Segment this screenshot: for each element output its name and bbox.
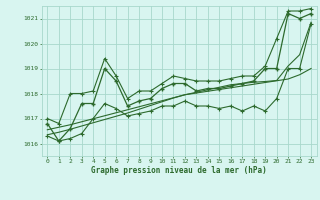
X-axis label: Graphe pression niveau de la mer (hPa): Graphe pression niveau de la mer (hPa) <box>91 166 267 175</box>
